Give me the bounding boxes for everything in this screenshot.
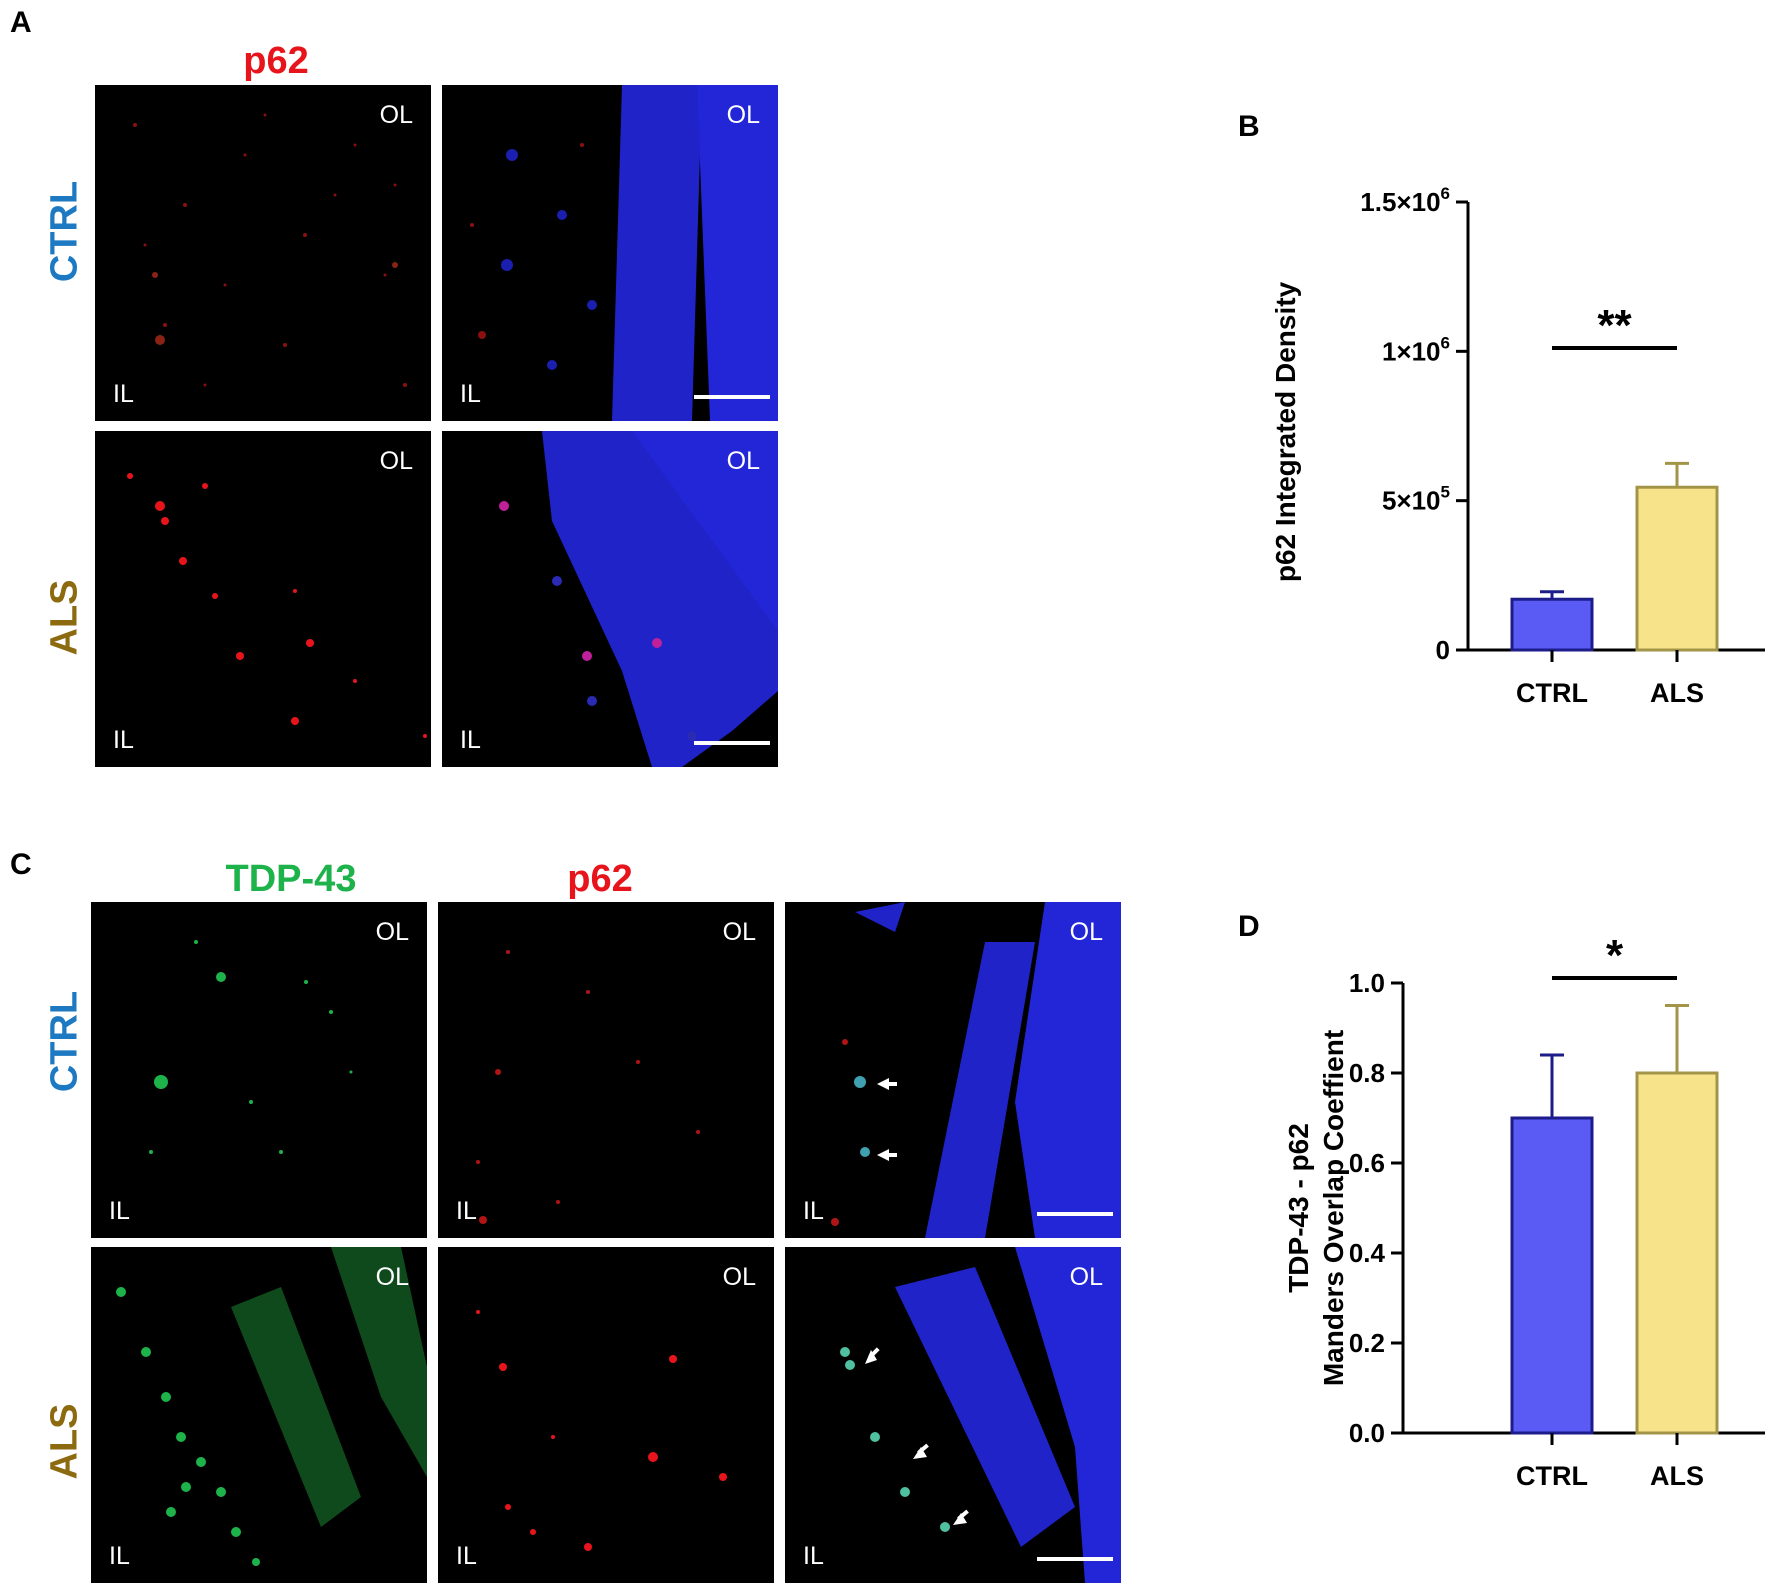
bar-als: [1635, 1071, 1719, 1435]
panel-a-row-ctrl: CTRL: [43, 180, 86, 283]
panel-b-letter: B: [1238, 110, 1260, 143]
panel-c-p62-header: p62: [567, 858, 633, 900]
panel-d-letter: D: [1238, 910, 1260, 943]
y-tick-label: 0.8: [1349, 1058, 1385, 1088]
panel-d-chart: 0.0 0.2 0.4 0.6 0.8 1.0 CTRL ALS * TDP-43 - p62 Ma…: [1250, 931, 1775, 1587]
panel-c-tdp43-header: TDP-43: [225, 858, 357, 900]
ol-label: OL: [726, 101, 760, 129]
y-axis-label-line-2: Manders Overlap Coeffient: [1318, 1030, 1349, 1386]
bar-ctrl: [1510, 597, 1594, 652]
y-tick-label: 1.0: [1349, 968, 1385, 998]
il-label: IL: [456, 1542, 477, 1570]
ol-label: OL: [1069, 918, 1103, 946]
ol-label: OL: [722, 918, 756, 946]
x-tick-label: ALS: [1650, 1461, 1704, 1491]
panel-a-ctrl-p62-image: OL IL: [95, 85, 431, 421]
y-tick-label-exponent: 5: [1441, 483, 1450, 502]
panel-c-letter: C: [10, 848, 32, 881]
y-tick-label: 5×105: [1382, 483, 1450, 516]
bar-ctrl: [1510, 1116, 1594, 1435]
y-tick-label: 0.0: [1349, 1418, 1385, 1448]
panel-c-ctrl-merge-image: OL IL: [785, 902, 1121, 1238]
ol-label: OL: [375, 918, 409, 946]
panel-c-ctrl-tdp43-image: OL IL: [91, 902, 427, 1238]
panel-a-p62-header: p62: [243, 40, 309, 82]
il-label: IL: [113, 726, 134, 754]
ol-label: OL: [379, 101, 413, 129]
panel-a-als-p62-svg: [127, 473, 427, 738]
ol-label: OL: [375, 1263, 409, 1291]
y-tick-label-exponent: 6: [1441, 333, 1450, 352]
y-tick-label-exponent: 6: [1441, 184, 1450, 203]
il-label: IL: [803, 1197, 824, 1225]
panel-c-als-merge-svg: [840, 1247, 1121, 1583]
y-tick-label: 0: [1436, 635, 1450, 665]
scale-bar: [694, 395, 770, 399]
panel-a-als-merge-svg: [499, 431, 778, 767]
panel-c-ctrl-merge-svg: [831, 902, 1121, 1238]
y-tick-label: 1×106: [1382, 333, 1450, 366]
panel-a-als-p62-image: OL IL: [95, 431, 431, 767]
panel-a-ctrl-merge-image: OL IL: [442, 85, 778, 421]
il-label: IL: [109, 1197, 130, 1225]
panel-c-ctrl-p62-image: OL IL: [438, 902, 774, 1238]
panel-c-ctrl-tdp43-svg: [149, 940, 353, 1154]
il-label: IL: [803, 1542, 824, 1570]
ol-label: OL: [726, 447, 760, 475]
il-label: IL: [460, 726, 481, 754]
y-axis-label-line-1: TDP-43 - p62: [1283, 1123, 1314, 1293]
scale-bar: [1037, 1212, 1113, 1216]
x-tick-label: ALS: [1650, 678, 1704, 708]
x-tick-label: CTRL: [1516, 678, 1588, 708]
panel-a-als-merge-image: OL IL: [442, 431, 778, 767]
panel-b-chart: 0 5×105 1×106 1.5×106 CTRL ALS ** p62 Integrate…: [1250, 150, 1775, 760]
ol-label: OL: [722, 1263, 756, 1291]
scale-bar: [694, 741, 770, 745]
bar-als: [1635, 485, 1719, 652]
ol-label: OL: [1069, 1263, 1103, 1291]
significance-marker: *: [1606, 940, 1624, 980]
y-tick-label-base: 0: [1436, 635, 1450, 665]
panel-c-als-merge-image: OL IL: [785, 1247, 1121, 1583]
il-label: IL: [109, 1542, 130, 1570]
y-tick-label-base: 1.5×10: [1360, 187, 1440, 217]
il-label: IL: [456, 1197, 477, 1225]
panel-c-als-tdp43-svg: [116, 1247, 427, 1566]
il-label: IL: [460, 380, 481, 408]
y-tick-label-base: 1×10: [1382, 336, 1441, 366]
y-tick-label: 0.4: [1349, 1238, 1386, 1268]
y-tick-label: 0.6: [1349, 1148, 1385, 1178]
x-tick-label: CTRL: [1516, 1461, 1588, 1491]
il-label: IL: [113, 380, 134, 408]
panel-c-row-als: ALS: [43, 1403, 86, 1480]
scale-bar: [1037, 1557, 1113, 1561]
panel-c-row-ctrl: CTRL: [43, 990, 86, 1093]
panel-c-als-tdp43-image: OL IL: [91, 1247, 427, 1583]
ol-label: OL: [379, 447, 413, 475]
panel-a-ctrl-p62-svg: [133, 113, 407, 387]
significance-marker: **: [1597, 301, 1632, 350]
panel-c-als-p62-image: OL IL: [438, 1247, 774, 1583]
panel-a-ctrl-merge-svg: [470, 85, 778, 421]
y-axis-label: p62 Integrated Density: [1270, 281, 1301, 582]
panel-a-letter: A: [10, 6, 32, 39]
panel-d-chart-svg: 0.0 0.2 0.4 0.6 0.8 1.0 CTRL ALS * TDP-43 - p62 Ma…: [1283, 931, 1765, 1491]
y-tick-label-base: 5×10: [1382, 486, 1441, 516]
panel-c-ctrl-p62-svg: [476, 950, 700, 1224]
panel-c-als-p62-svg: [476, 1310, 727, 1551]
panel-a-row-als: ALS: [43, 579, 86, 656]
y-tick-label: 1.5×106: [1360, 184, 1450, 217]
y-tick-label: 0.2: [1349, 1328, 1385, 1358]
